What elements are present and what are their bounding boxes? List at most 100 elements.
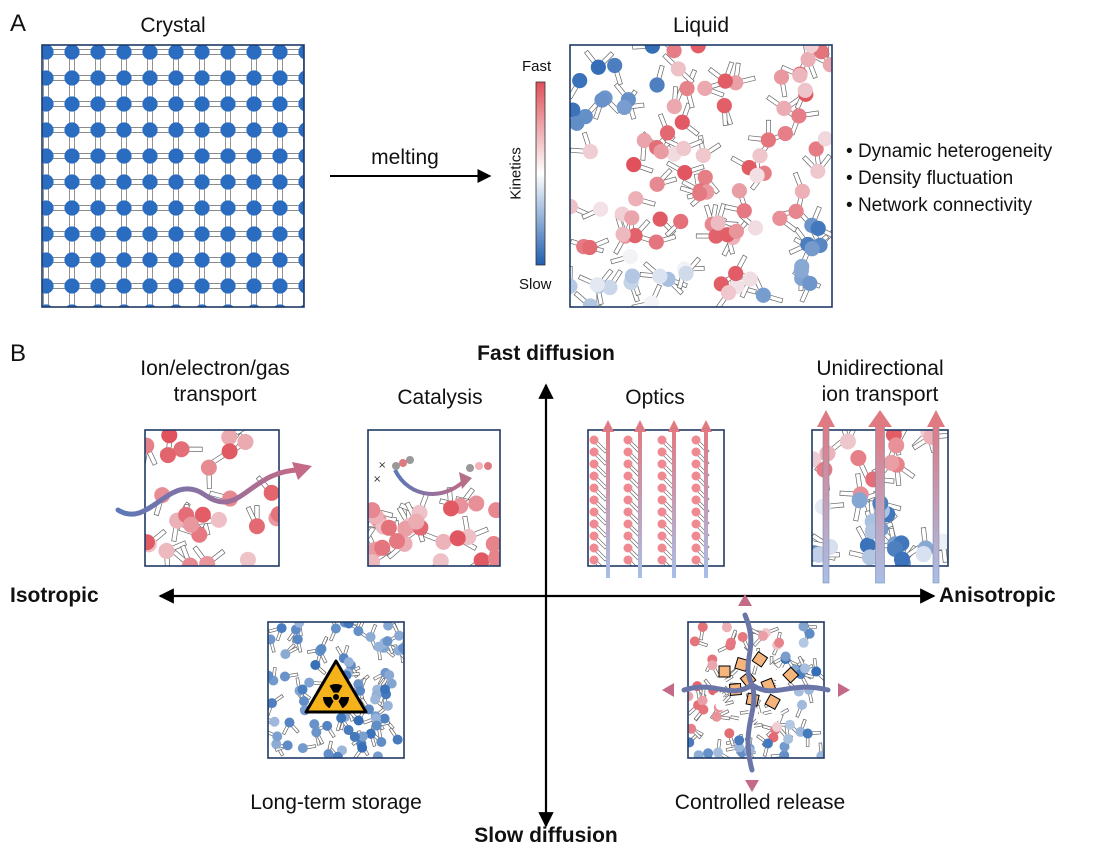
atom — [298, 70, 304, 86]
atom — [589, 507, 599, 517]
atom — [276, 623, 287, 634]
atom — [657, 495, 667, 505]
atom — [343, 657, 354, 668]
ion-channel — [875, 424, 885, 584]
arrow-head — [838, 683, 850, 697]
atom — [116, 174, 132, 190]
panel-b-letter: B — [10, 340, 27, 367]
atom — [721, 622, 732, 633]
atom — [803, 45, 819, 53]
atom — [570, 102, 581, 118]
frame-border — [367, 429, 501, 567]
arrow-head — [700, 420, 712, 432]
atom — [357, 742, 368, 753]
ion-channel — [822, 424, 830, 584]
atom — [695, 147, 711, 164]
atom — [168, 200, 184, 216]
atom — [653, 144, 669, 160]
atom — [246, 70, 262, 86]
atom — [804, 628, 815, 639]
atom — [42, 148, 54, 164]
atom — [145, 437, 155, 454]
atom — [116, 226, 132, 242]
atom — [443, 500, 460, 517]
frame-border — [267, 621, 405, 759]
atom — [220, 148, 236, 164]
atom — [298, 174, 304, 190]
atom — [582, 239, 598, 256]
atom — [220, 200, 236, 216]
atom — [158, 542, 175, 559]
atom — [666, 45, 682, 59]
colorbar-fast-label: Fast — [522, 58, 552, 75]
atom — [309, 719, 320, 730]
kinetics-colorbar — [535, 81, 546, 266]
atom — [194, 252, 210, 268]
atom — [728, 265, 744, 282]
atom — [42, 45, 54, 60]
atom — [142, 45, 158, 60]
atom — [382, 636, 393, 647]
atom — [636, 132, 652, 149]
bond — [145, 539, 148, 545]
atom — [194, 506, 211, 523]
atom — [194, 96, 210, 112]
atom — [42, 252, 54, 268]
atom — [657, 459, 667, 469]
atom — [330, 623, 341, 634]
atom — [802, 275, 818, 292]
svg-text:×: × — [373, 474, 381, 485]
molecule — [466, 464, 474, 472]
atom — [657, 447, 667, 457]
atom — [589, 459, 599, 469]
atom — [468, 495, 485, 512]
atom — [473, 552, 490, 566]
atom — [365, 728, 376, 739]
atom — [246, 174, 262, 190]
atom — [589, 277, 605, 293]
diffusion-arrow-icon — [115, 467, 303, 517]
atom — [42, 174, 54, 190]
atom — [64, 200, 80, 216]
bond — [98, 310, 124, 315]
atom — [116, 252, 132, 268]
atom — [304, 677, 315, 688]
atom — [272, 174, 288, 190]
atom — [199, 555, 216, 566]
bond — [297, 622, 302, 624]
atom — [589, 447, 599, 457]
catalysis-structure — [368, 430, 500, 566]
atom — [570, 115, 585, 131]
atom — [220, 226, 236, 242]
atom — [298, 200, 304, 216]
atom — [268, 698, 277, 709]
atom — [711, 711, 722, 722]
atom — [349, 731, 360, 742]
atom — [676, 140, 692, 157]
colorbar-axis-label: Kinetics — [507, 147, 525, 200]
atom — [220, 70, 236, 86]
axis-top-label: Fast diffusion — [477, 342, 615, 365]
atom — [657, 531, 667, 541]
melting-label: melting — [371, 146, 439, 169]
atom — [817, 131, 832, 147]
atom — [272, 122, 288, 138]
atom — [173, 441, 190, 458]
atom — [343, 725, 354, 736]
svg-text:×: × — [378, 460, 386, 471]
cargo-particle — [764, 693, 781, 710]
atom — [839, 433, 856, 450]
atom — [168, 174, 184, 190]
atom — [652, 268, 668, 284]
release-arrow — [749, 682, 831, 694]
atom — [485, 536, 500, 553]
atom — [883, 454, 900, 471]
atom — [776, 100, 792, 117]
atom — [797, 82, 813, 98]
atom — [142, 96, 158, 112]
atom — [368, 554, 381, 566]
atom — [624, 268, 640, 284]
atom — [298, 252, 304, 268]
atom — [220, 278, 236, 294]
atom — [810, 163, 826, 179]
